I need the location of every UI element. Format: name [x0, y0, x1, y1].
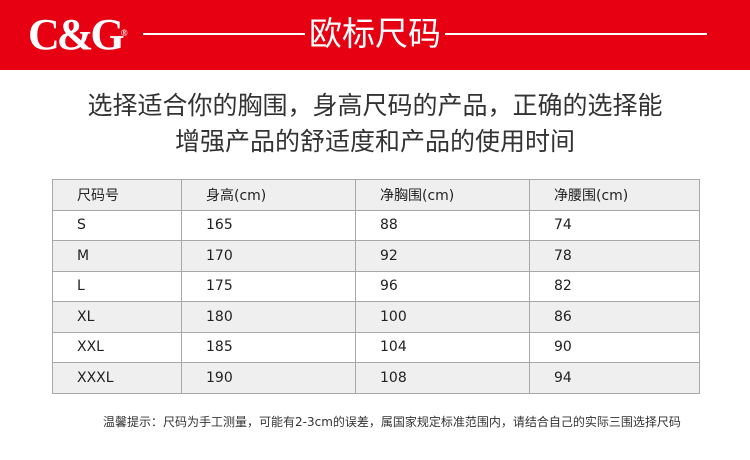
- table-row: L 175 96 82: [52, 270, 700, 302]
- table-cell: XXL: [52, 331, 182, 363]
- table-row: XXXL 190 108 94: [52, 362, 700, 394]
- table-cell: 100: [355, 301, 530, 333]
- table-cell: 86: [529, 301, 700, 333]
- table-cell: XXXL: [52, 362, 182, 394]
- title-divider-right: [445, 33, 707, 35]
- table-cell: 104: [355, 331, 530, 363]
- table-cell: S: [52, 209, 182, 241]
- intro-line-1: 选择适合你的胸围，身高尺码的产品，正确的选择能: [87, 91, 663, 120]
- page-title: 欧标尺码: [309, 14, 441, 53]
- table-cell: 78: [529, 240, 700, 272]
- table-cell: 175: [181, 270, 356, 302]
- table-cell: 185: [181, 331, 356, 363]
- table-cell: 180: [181, 301, 356, 333]
- table-header-row: 尺码号 身高(cm) 净胸围(cm) 净腰围(cm): [52, 179, 700, 211]
- header-banner: C&G ® 欧标尺码: [0, 0, 750, 70]
- table-cell: 90: [529, 331, 700, 363]
- column-header: 净腰围(cm): [529, 179, 700, 211]
- table-cell: 190: [181, 362, 356, 394]
- size-note: 温馨提示：尺码为手工测量，可能有2-3cm的误差，属国家规定标准范围内，请结合自…: [103, 415, 681, 429]
- table-cell: 108: [355, 362, 530, 394]
- table-cell: 170: [181, 240, 356, 272]
- size-table: 尺码号 身高(cm) 净胸围(cm) 净腰围(cm) S 165 88 74 M 170 92 78 L…: [52, 179, 700, 394]
- brand-logo: C&G ®: [28, 10, 128, 59]
- table-row: S 165 88 74: [52, 209, 700, 241]
- table-cell: 165: [181, 209, 356, 241]
- intro-line-2: 增强产品的舒适度和产品的使用时间: [174, 127, 575, 156]
- table-cell: 96: [355, 270, 530, 302]
- table-cell: 74: [529, 209, 700, 241]
- table-row: XXL 185 104 90: [52, 331, 700, 363]
- column-header: 净胸围(cm): [355, 179, 530, 211]
- table-cell: M: [52, 240, 182, 272]
- table-cell: 88: [355, 209, 530, 241]
- title-divider-left: [143, 33, 305, 35]
- table-row: XL 180 100 86: [52, 301, 700, 333]
- table-cell: 82: [529, 270, 700, 302]
- column-header: 尺码号: [52, 179, 182, 211]
- column-header: 身高(cm): [181, 179, 356, 211]
- table-cell: XL: [52, 301, 182, 333]
- table-cell: 94: [529, 362, 700, 394]
- table-row: M 170 92 78: [52, 240, 700, 272]
- table-cell: L: [52, 270, 182, 302]
- table-cell: 92: [355, 240, 530, 272]
